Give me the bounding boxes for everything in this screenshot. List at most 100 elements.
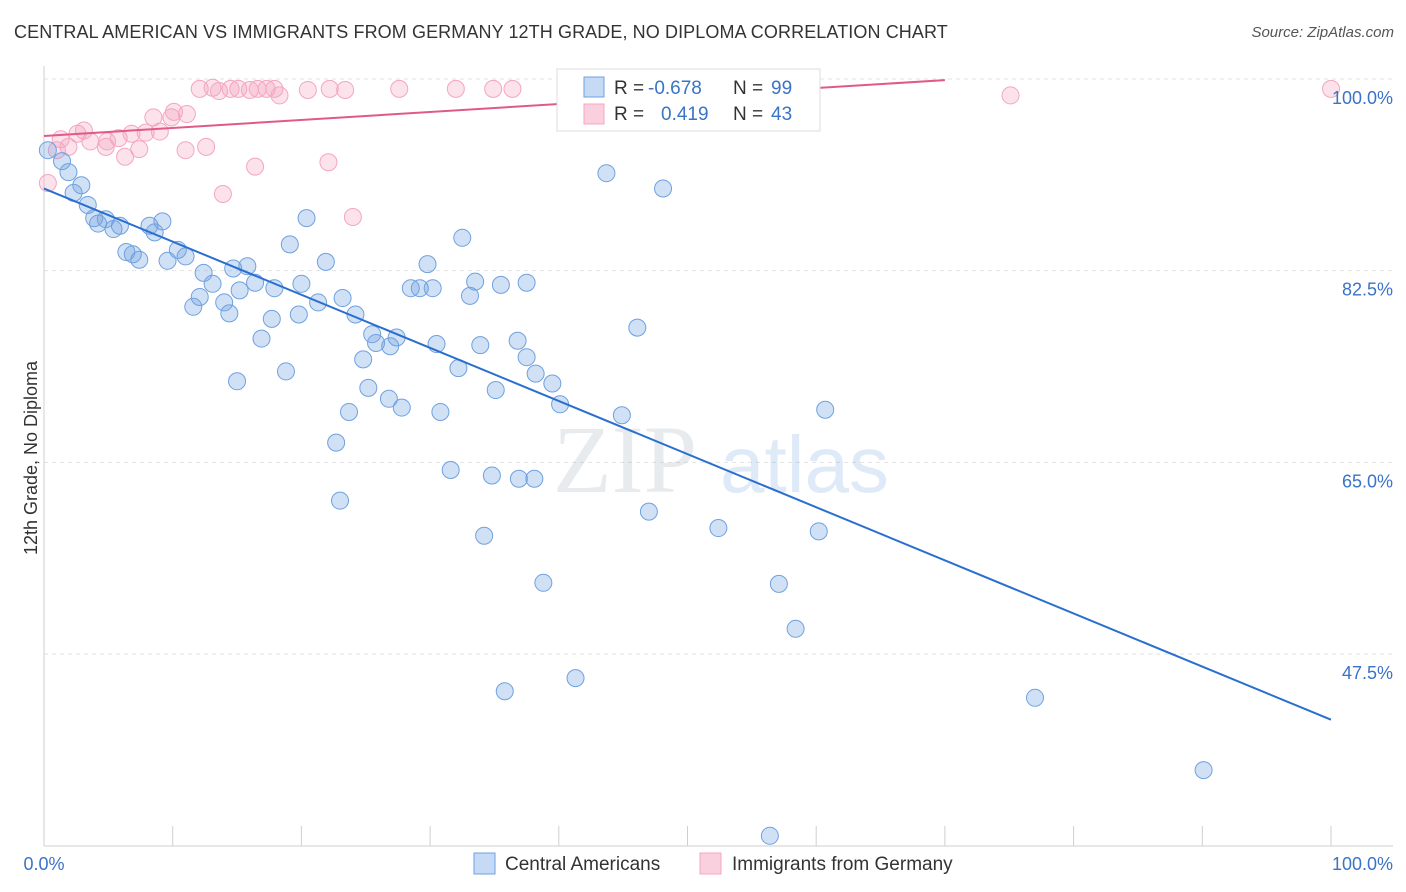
point-central-americans-93 [760, 826, 779, 845]
bottom-legend-swatch-blue [473, 852, 496, 875]
point-immigrants-germany-28 [270, 86, 289, 105]
point-immigrants-germany-21 [210, 82, 229, 101]
point-central-americans-39 [289, 305, 308, 324]
point-central-americans-68 [392, 398, 411, 417]
point-central-americans-90 [566, 669, 585, 688]
chart-title: CENTRAL AMERICAN VS IMMIGRANTS FROM GERM… [14, 22, 948, 42]
point-central-americans-61 [508, 331, 527, 350]
point-central-americans-28 [280, 235, 299, 254]
point-central-americans-8 [89, 214, 108, 233]
point-central-americans-40 [363, 325, 382, 344]
trend-line-central-americans [43, 187, 1332, 721]
trend-lines [43, 79, 1332, 721]
point-central-americans-66 [359, 378, 378, 397]
point-immigrants-germany-29 [298, 80, 317, 99]
point-central-americans-71 [327, 433, 346, 452]
point-central-americans-51 [418, 255, 437, 274]
point-central-americans-87 [816, 400, 835, 419]
point-central-americans-33 [333, 289, 352, 308]
point-central-americans-64 [543, 374, 562, 393]
point-central-americans-49 [410, 279, 429, 298]
point-central-americans-63 [517, 348, 536, 367]
legend-swatch-pink [583, 103, 605, 125]
y-tick-label-1: 82.5% [1342, 280, 1393, 300]
point-central-americans-56 [517, 273, 536, 292]
point-central-americans-47 [354, 350, 373, 369]
point-central-americans-60 [486, 381, 505, 400]
point-central-americans-62 [526, 364, 545, 383]
x-tick-label-1: 100.0% [1332, 854, 1393, 874]
point-immigrants-germany-0 [38, 174, 57, 193]
point-central-americans-25 [265, 279, 284, 298]
point-central-americans-92 [1194, 761, 1213, 780]
point-central-americans-79 [612, 406, 631, 425]
point-central-americans-70 [431, 402, 450, 421]
point-central-americans-38 [262, 309, 281, 328]
point-central-americans-55 [491, 275, 510, 294]
point-central-americans-52 [466, 272, 485, 291]
legend-n-value-2: 43 [771, 104, 792, 125]
legend-r-label-2: R = [614, 104, 644, 125]
point-central-americans-41 [367, 333, 386, 352]
point-central-americans-69 [340, 402, 359, 421]
point-central-americans-80 [628, 318, 647, 337]
point-central-americans-73 [441, 461, 460, 479]
bottom-legend: Central Americans Immigrants from German… [473, 852, 953, 875]
point-central-americans-45 [228, 372, 247, 391]
point-immigrants-germany-15 [150, 122, 169, 141]
point-central-americans-75 [509, 469, 528, 488]
point-central-americans-24 [246, 273, 265, 292]
series-central-americans [38, 141, 1213, 845]
point-immigrants-germany-10 [116, 147, 135, 166]
legend-r-value-1: -0.678 [648, 78, 702, 99]
point-central-americans-1 [53, 152, 72, 171]
point-immigrants-germany-7 [96, 137, 115, 156]
point-central-americans-53 [460, 286, 479, 305]
point-central-americans-0 [38, 141, 57, 160]
point-central-americans-77 [475, 526, 494, 545]
point-central-americans-88 [786, 619, 805, 638]
point-central-americans-29 [297, 209, 316, 228]
point-immigrants-germany-35 [503, 79, 522, 98]
point-immigrants-germany-23 [229, 79, 248, 98]
point-central-americans-31 [215, 293, 234, 312]
point-immigrants-germany-39 [246, 157, 265, 176]
point-immigrants-germany-33 [446, 79, 465, 98]
legend-n-label-2: N = [733, 104, 763, 125]
point-central-americans-82 [597, 164, 616, 183]
point-central-americans-32 [230, 281, 249, 300]
point-central-americans-54 [453, 228, 472, 247]
watermark-zip: ZIP [553, 406, 697, 513]
point-central-americans-21 [203, 274, 222, 293]
legend-n-value-1: 99 [771, 78, 792, 99]
point-immigrants-germany-1 [47, 141, 66, 160]
y-tick-label-0: 100.0% [1332, 88, 1393, 108]
point-immigrants-germany-37 [197, 137, 216, 156]
point-central-americans-43 [381, 337, 400, 356]
point-central-americans-27 [316, 252, 335, 271]
point-central-americans-86 [809, 522, 828, 541]
point-immigrants-germany-31 [336, 80, 355, 99]
point-central-americans-18 [130, 250, 149, 269]
x-tick-label-0: 0.0% [23, 854, 64, 874]
watermark-atlas: atlas [720, 420, 889, 509]
point-immigrants-germany-38 [213, 185, 232, 203]
point-immigrants-germany-34 [484, 79, 503, 98]
legend-box: R = -0.678 N = 99 R = 0.419 N = 43 [556, 68, 821, 132]
point-immigrants-germany-36 [176, 141, 195, 160]
point-immigrants-germany-43 [1001, 86, 1020, 105]
bottom-legend-label-pink: Immigrants from Germany [732, 854, 953, 875]
point-central-americans-19 [158, 251, 177, 270]
point-central-americans-46 [276, 362, 295, 381]
point-central-americans-36 [184, 297, 203, 316]
bottom-legend-label-blue: Central Americans [505, 854, 660, 875]
legend-n-label-1: N = [733, 78, 763, 99]
point-immigrants-germany-44 [1322, 79, 1340, 98]
point-immigrants-germany-12 [130, 140, 149, 159]
point-immigrants-germany-32 [390, 79, 409, 98]
point-central-americans-74 [482, 466, 501, 485]
point-central-americans-84 [709, 519, 728, 538]
point-immigrants-germany-6 [74, 121, 93, 140]
y-tick-label-2: 65.0% [1342, 471, 1393, 491]
